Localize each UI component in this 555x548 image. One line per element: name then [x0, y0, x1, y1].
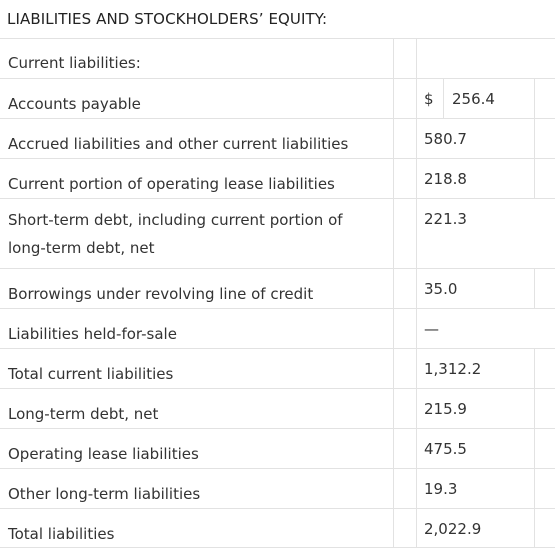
row-value: — [424, 320, 439, 338]
column-divider [416, 469, 417, 508]
table-row: Total current liabilities 1,312.2 [0, 348, 555, 388]
column-divider [416, 349, 417, 388]
row-label: Borrowings under revolving line of credi… [8, 285, 314, 303]
column-divider [534, 429, 535, 468]
column-divider [443, 79, 444, 118]
row-value: 35.0 [424, 280, 458, 298]
row-value: 221.3 [424, 210, 467, 228]
column-divider [416, 199, 417, 268]
column-divider [393, 39, 394, 78]
row-label: Total current liabilities [8, 365, 174, 383]
row-label: Current portion of operating lease liabi… [8, 175, 335, 193]
table-row: Accrued liabilities and other current li… [0, 118, 555, 158]
column-divider [393, 79, 394, 118]
column-divider [393, 349, 394, 388]
column-divider [393, 199, 394, 268]
table-row: Borrowings under revolving line of credi… [0, 268, 555, 308]
table-row: Other long-term liabilities 19.3 [0, 468, 555, 508]
column-divider [393, 159, 394, 198]
column-divider [534, 389, 535, 428]
row-label: Accrued liabilities and other current li… [8, 135, 349, 153]
row-value: 2,022.9 [424, 520, 482, 538]
column-divider [416, 429, 417, 468]
column-divider [534, 119, 535, 158]
column-divider [416, 389, 417, 428]
row-label-line: long-term debt, net [8, 239, 155, 257]
row-value: 1,312.2 [424, 360, 482, 378]
row-label: Total liabilities [8, 525, 115, 543]
column-divider [416, 159, 417, 198]
column-divider [416, 39, 417, 78]
row-value: 475.5 [424, 440, 467, 458]
table-row: Long-term debt, net 215.9 [0, 388, 555, 428]
row-label: Long-term debt, net [8, 405, 159, 423]
row-label: Other long-term liabilities [8, 485, 201, 503]
column-divider [534, 469, 535, 508]
row-value: 580.7 [424, 130, 467, 148]
column-divider [393, 119, 394, 158]
column-divider [393, 309, 394, 348]
table-row: Liabilities held-for-sale — [0, 308, 555, 348]
column-divider [393, 269, 394, 308]
table-row: Operating lease liabilities 475.5 [0, 428, 555, 468]
column-divider [534, 79, 535, 118]
column-divider [534, 349, 535, 388]
row-label: Short-term debt, including current porti… [8, 206, 343, 262]
row-label: Operating lease liabilities [8, 445, 199, 463]
liabilities-table: Current liabilities: Accounts payable $ … [0, 38, 555, 548]
column-divider [393, 469, 394, 508]
section-title: LIABILITIES AND STOCKHOLDERS’ EQUITY: [7, 10, 328, 28]
table-row: Short-term debt, including current porti… [0, 198, 555, 268]
row-label: Accounts payable [8, 95, 141, 113]
table-row: Total liabilities 2,022.9 [0, 508, 555, 548]
column-divider [534, 509, 535, 547]
row-value: 218.8 [424, 170, 467, 188]
column-divider [416, 509, 417, 547]
row-value: 256.4 [452, 90, 495, 108]
row-label-line: Short-term debt, including current porti… [8, 211, 343, 229]
column-divider [393, 389, 394, 428]
table-row: Current liabilities: [0, 38, 555, 78]
column-divider [416, 309, 417, 348]
column-divider [393, 509, 394, 547]
column-divider [416, 79, 417, 118]
column-divider [416, 119, 417, 158]
column-divider [416, 269, 417, 308]
row-label: Liabilities held-for-sale [8, 325, 177, 343]
column-divider [534, 159, 535, 198]
table-row: Current portion of operating lease liabi… [0, 158, 555, 198]
column-divider [393, 429, 394, 468]
row-value: 19.3 [424, 480, 458, 498]
table-row: Accounts payable $ 256.4 [0, 78, 555, 118]
column-divider [534, 269, 535, 308]
currency-symbol: $ [424, 90, 434, 108]
row-value: 215.9 [424, 400, 467, 418]
row-label: Current liabilities: [8, 54, 141, 72]
